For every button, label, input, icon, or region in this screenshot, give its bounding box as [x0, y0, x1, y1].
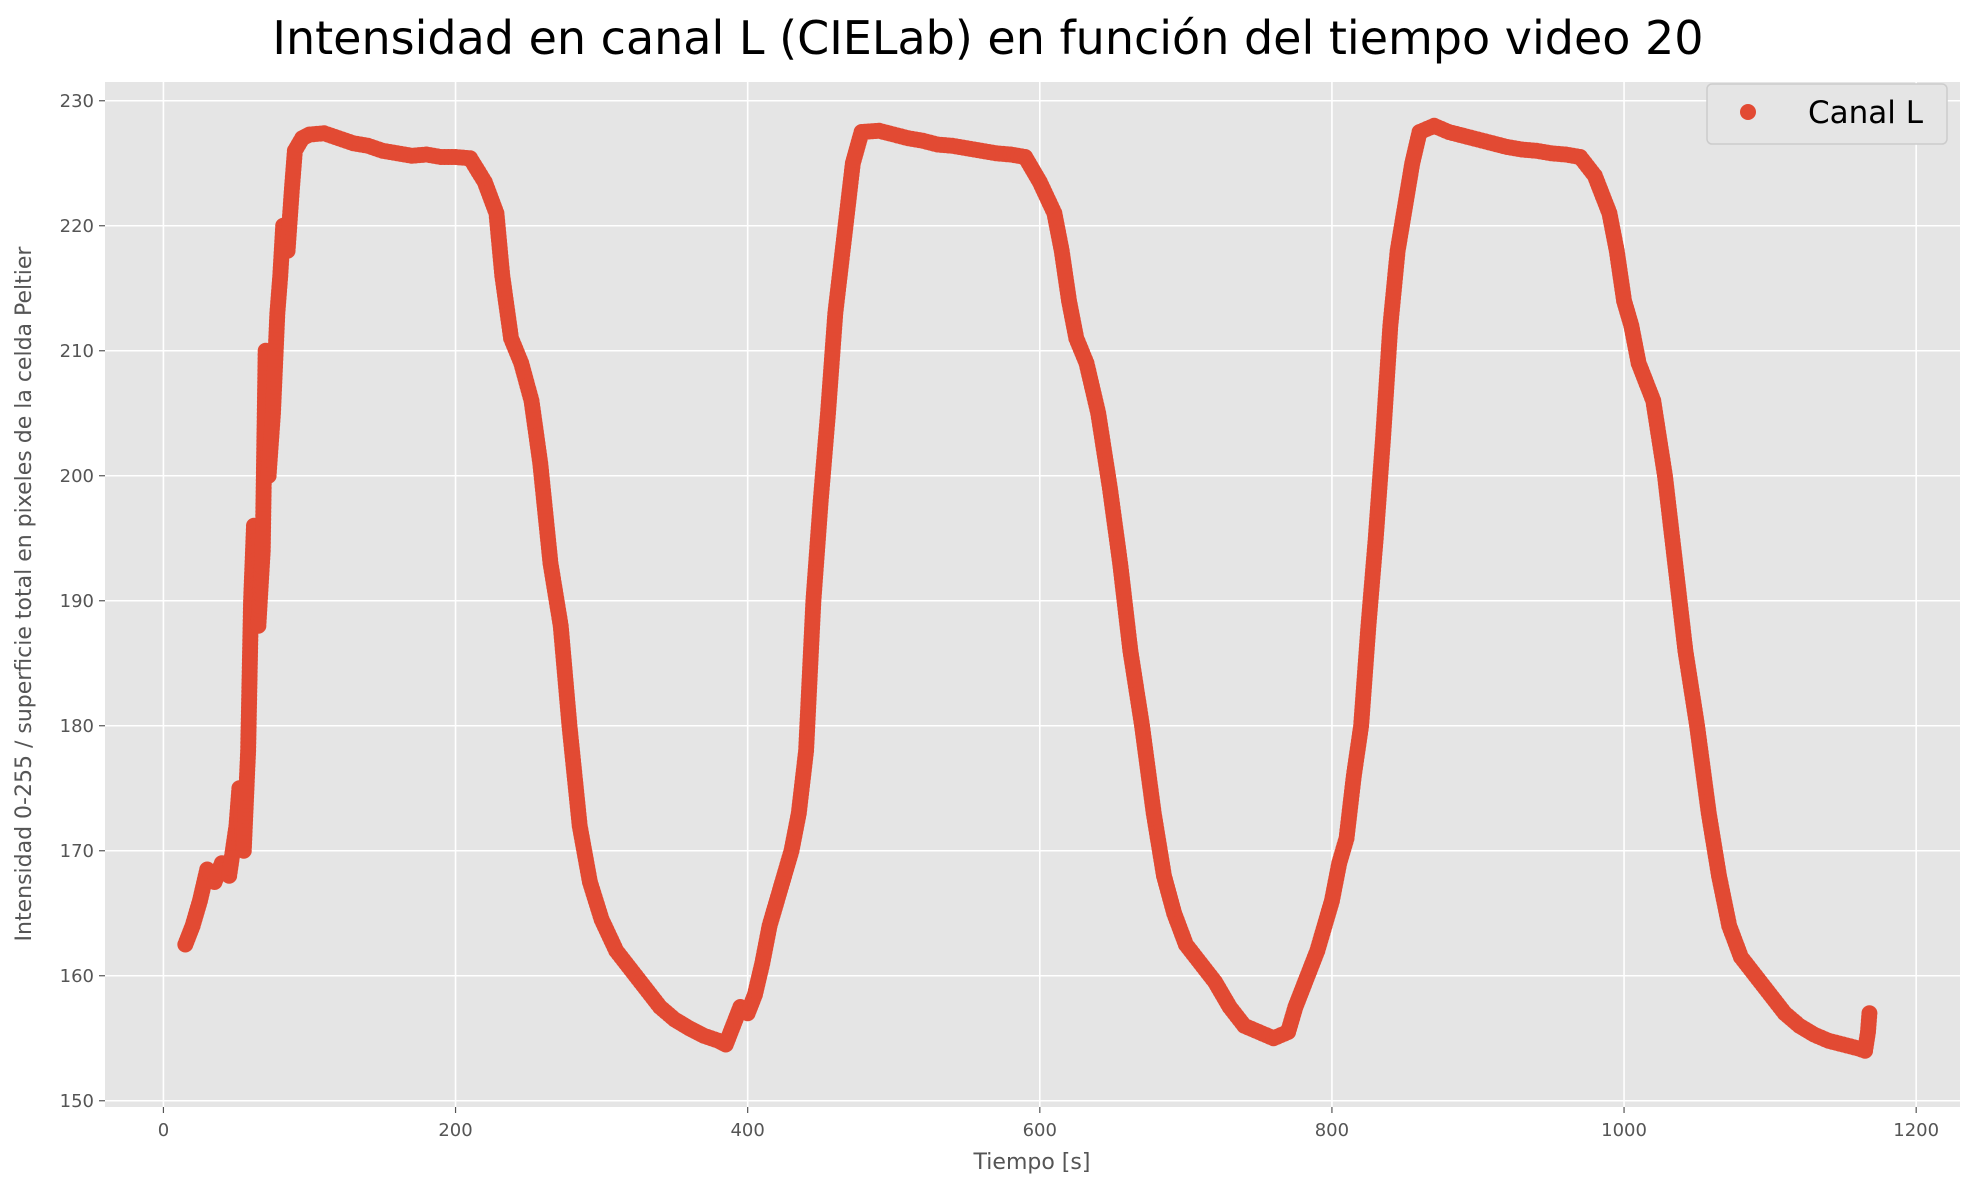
x-tick-label: 200 — [438, 1120, 472, 1141]
grid-lines — [105, 82, 1960, 1107]
chart-title: Intensidad en canal L (CIELab) en funció… — [272, 11, 1703, 65]
axis-ticks: 0 200 400 600 800 1000 1200 150 160 170 180 190 200 2… — [60, 91, 1939, 1141]
data-points — [177, 117, 1878, 1059]
y-tick-label: 230 — [60, 91, 94, 112]
legend: Canal L — [1706, 83, 1948, 145]
y-tick-label: 170 — [60, 841, 94, 862]
x-tick-label: 0 — [158, 1120, 169, 1141]
x-tick-label: 800 — [1315, 1120, 1349, 1141]
legend-label: Canal L — [1808, 95, 1924, 131]
y-tick-label: 160 — [60, 966, 94, 987]
y-tick-label: 200 — [60, 466, 94, 487]
legend-box — [1706, 83, 1948, 145]
y-tick-label: 210 — [60, 341, 94, 362]
data-point — [1861, 1005, 1878, 1022]
y-tick-label: 180 — [60, 716, 94, 737]
x-tick-label: 1200 — [1893, 1120, 1939, 1141]
legend-marker — [1740, 104, 1756, 120]
y-tick-label: 150 — [60, 1091, 94, 1112]
y-axis-label: Intensidad 0-255 / superficie total en p… — [12, 246, 37, 942]
x-tick-label: 400 — [730, 1120, 764, 1141]
x-tick-label: 600 — [1023, 1120, 1057, 1141]
y-tick-label: 190 — [60, 591, 94, 612]
x-tick-label: 1000 — [1601, 1120, 1647, 1141]
y-tick-label: 220 — [60, 216, 94, 237]
x-axis-label: Tiempo [s] — [973, 1150, 1091, 1175]
plot-area — [105, 82, 1960, 1107]
